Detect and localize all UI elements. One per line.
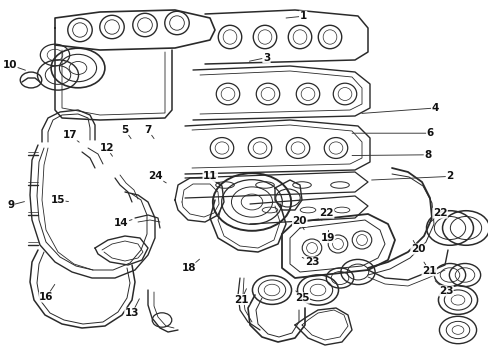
Text: 6: 6 xyxy=(351,128,433,138)
Text: 13: 13 xyxy=(124,299,139,318)
Text: 16: 16 xyxy=(39,284,55,302)
Text: 2: 2 xyxy=(371,171,452,181)
Text: 19: 19 xyxy=(320,230,334,243)
Text: 20: 20 xyxy=(410,240,425,254)
Text: 20: 20 xyxy=(292,216,306,230)
Text: 4: 4 xyxy=(361,103,438,113)
Text: 3: 3 xyxy=(249,53,269,63)
Text: 23: 23 xyxy=(434,281,452,296)
Text: 25: 25 xyxy=(294,291,309,303)
Text: 9: 9 xyxy=(7,200,24,210)
Text: 15: 15 xyxy=(50,195,68,205)
Text: 24: 24 xyxy=(148,171,166,183)
Text: 23: 23 xyxy=(302,257,319,267)
Text: 7: 7 xyxy=(143,125,154,139)
Text: 8: 8 xyxy=(351,150,430,160)
Text: 17: 17 xyxy=(62,130,79,142)
Text: 18: 18 xyxy=(182,259,199,273)
Text: 10: 10 xyxy=(2,60,25,70)
Text: 22: 22 xyxy=(430,208,447,221)
Text: 22: 22 xyxy=(319,208,333,220)
Text: 5: 5 xyxy=(121,125,131,139)
Text: 14: 14 xyxy=(114,218,132,228)
Text: 21: 21 xyxy=(234,289,248,305)
Text: 21: 21 xyxy=(421,262,436,276)
Text: 1: 1 xyxy=(285,11,306,21)
Text: 11: 11 xyxy=(203,171,220,184)
Text: 12: 12 xyxy=(99,143,114,156)
